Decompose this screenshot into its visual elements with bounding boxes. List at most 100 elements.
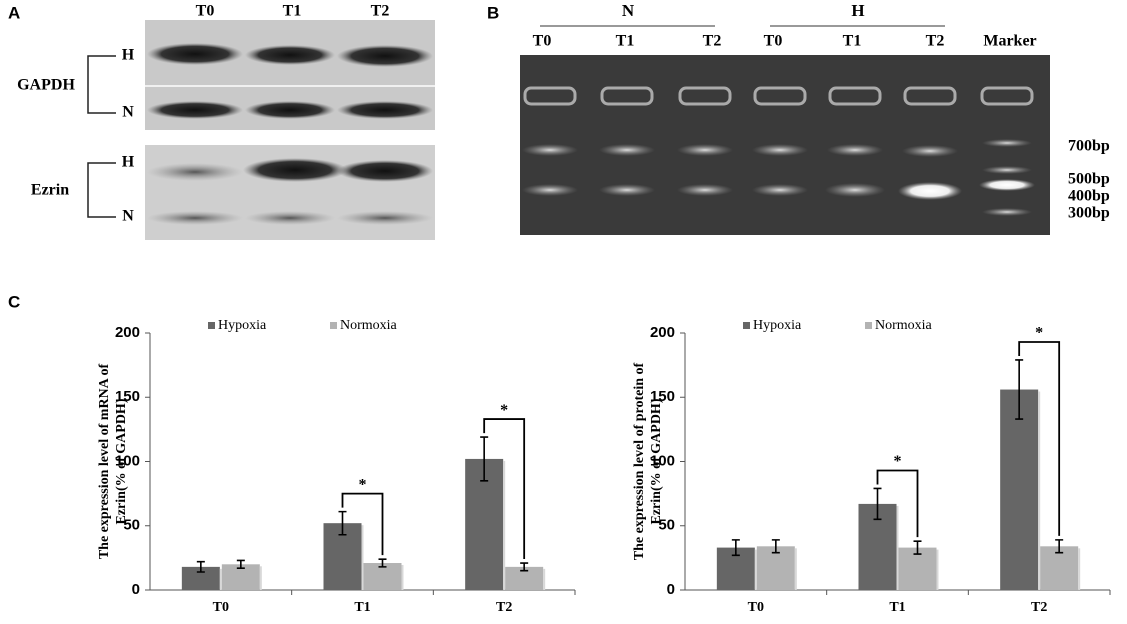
bar xyxy=(181,566,220,590)
bar-shadow xyxy=(1038,391,1041,590)
marker-size: 400bp xyxy=(1068,188,1110,205)
gel-bands xyxy=(522,139,1035,216)
x-tick-label: T0 xyxy=(213,600,229,615)
error-bar xyxy=(771,539,780,554)
blot-band xyxy=(245,101,335,119)
error-bar xyxy=(1055,539,1064,554)
blot-band xyxy=(243,158,347,182)
bar-shadow xyxy=(401,565,404,590)
bar-shadow xyxy=(259,566,262,590)
bar-shadow xyxy=(219,568,222,590)
group-label: N xyxy=(622,1,635,20)
significance-bracket xyxy=(876,469,919,538)
wells xyxy=(523,86,1034,106)
blot-band xyxy=(337,45,433,67)
bar-shadow xyxy=(543,568,546,590)
bar-shadow xyxy=(361,525,364,590)
significance-bracket xyxy=(341,492,384,556)
blot-column: T2 xyxy=(371,3,390,20)
blot-band xyxy=(147,211,243,225)
blot-band xyxy=(245,211,335,225)
y-tick-label: 200 xyxy=(650,324,675,341)
y-tick-label: 100 xyxy=(115,452,140,469)
significance-mark: * xyxy=(894,453,902,470)
blot-column: T1 xyxy=(283,3,302,20)
bracket xyxy=(87,162,116,218)
y-tick-label: 150 xyxy=(650,388,675,405)
panel-label: A xyxy=(8,3,20,22)
row-label: H xyxy=(122,154,135,171)
y-tick-label: 0 xyxy=(667,581,675,598)
significance-bracket xyxy=(483,418,526,560)
lane-label: T0 xyxy=(764,33,783,50)
panel-label: C xyxy=(8,292,20,311)
protein-label: Ezrin xyxy=(31,182,69,199)
bar-chart: The expression level of mRNA of Ezrin(% o… xyxy=(97,318,576,615)
bracket xyxy=(87,55,116,114)
error-bar xyxy=(338,510,347,536)
lane-label: Marker xyxy=(983,33,1036,50)
error-bar xyxy=(480,436,489,482)
western-blot: T0 T1 T2 H N H N GAPDH Ezrin xyxy=(17,3,435,240)
legend-label: Normoxia xyxy=(875,318,933,333)
legend-label: Hypoxia xyxy=(218,318,267,333)
blot-column: T0 xyxy=(196,3,215,20)
bar xyxy=(505,566,544,590)
significance-bracket xyxy=(1018,341,1061,536)
bar-shadow xyxy=(1078,548,1081,590)
y-tick-label: 100 xyxy=(650,452,675,469)
blot-band xyxy=(147,163,243,181)
protein-label: GAPDH xyxy=(17,77,75,94)
y-tick-label: 0 xyxy=(132,581,140,598)
y-axis-label: The expression level of protein of xyxy=(632,362,647,560)
bar-shadow xyxy=(936,549,939,590)
bar xyxy=(1040,546,1079,590)
legend-swatch xyxy=(208,322,215,329)
x-tick-label: T1 xyxy=(354,600,370,615)
blot-band xyxy=(337,160,433,182)
x-tick-label: T2 xyxy=(1031,600,1047,615)
lane-label: T2 xyxy=(926,33,945,50)
legend-swatch xyxy=(865,322,872,329)
bar-shadow xyxy=(503,460,506,590)
legend-label: Normoxia xyxy=(340,318,398,333)
error-bar xyxy=(913,540,922,555)
error-bar xyxy=(196,560,205,573)
bar-shadow xyxy=(754,549,757,590)
y-tick-label: 50 xyxy=(123,517,140,534)
bar-shadow xyxy=(794,548,797,590)
error-bar xyxy=(378,558,387,568)
y-tick-label: 200 xyxy=(115,324,140,341)
blot-band xyxy=(147,43,243,65)
blot-band xyxy=(147,101,243,119)
lane-label: T2 xyxy=(703,33,722,50)
blot-band xyxy=(245,45,335,65)
lane-label: T1 xyxy=(616,33,635,50)
x-tick-label: T1 xyxy=(889,600,905,615)
significance-mark: * xyxy=(1035,325,1043,342)
y-axis-label: Ezrin(% of GAPDH) xyxy=(649,398,664,524)
y-tick-label: 150 xyxy=(115,388,140,405)
error-bar xyxy=(873,487,882,521)
marker-size: 500bp xyxy=(1068,171,1110,188)
significance-mark: * xyxy=(500,402,508,419)
bar xyxy=(1000,389,1039,590)
group-label: H xyxy=(851,1,864,20)
legend-label: Hypoxia xyxy=(753,318,802,333)
blot-band xyxy=(337,101,433,119)
y-axis-label: The expression level of mRNA of xyxy=(97,363,112,559)
legend-swatch xyxy=(743,322,750,329)
bar xyxy=(756,546,795,590)
y-axis-label: Ezrin(% of GAPDH) xyxy=(114,398,129,524)
error-bar xyxy=(1015,359,1024,420)
gel: N H T0 T1 T2 T0 T1 T2 Marker xyxy=(520,1,1110,235)
blot-band xyxy=(337,211,433,225)
marker-size: 700bp xyxy=(1068,138,1110,155)
row-label: N xyxy=(122,208,134,225)
bar-chart: The expression level of protein of Ezrin(… xyxy=(632,318,1111,615)
lane-label: T1 xyxy=(843,33,862,50)
row-label: H xyxy=(122,47,135,64)
x-tick-label: T2 xyxy=(496,600,512,615)
error-bar xyxy=(236,559,245,569)
